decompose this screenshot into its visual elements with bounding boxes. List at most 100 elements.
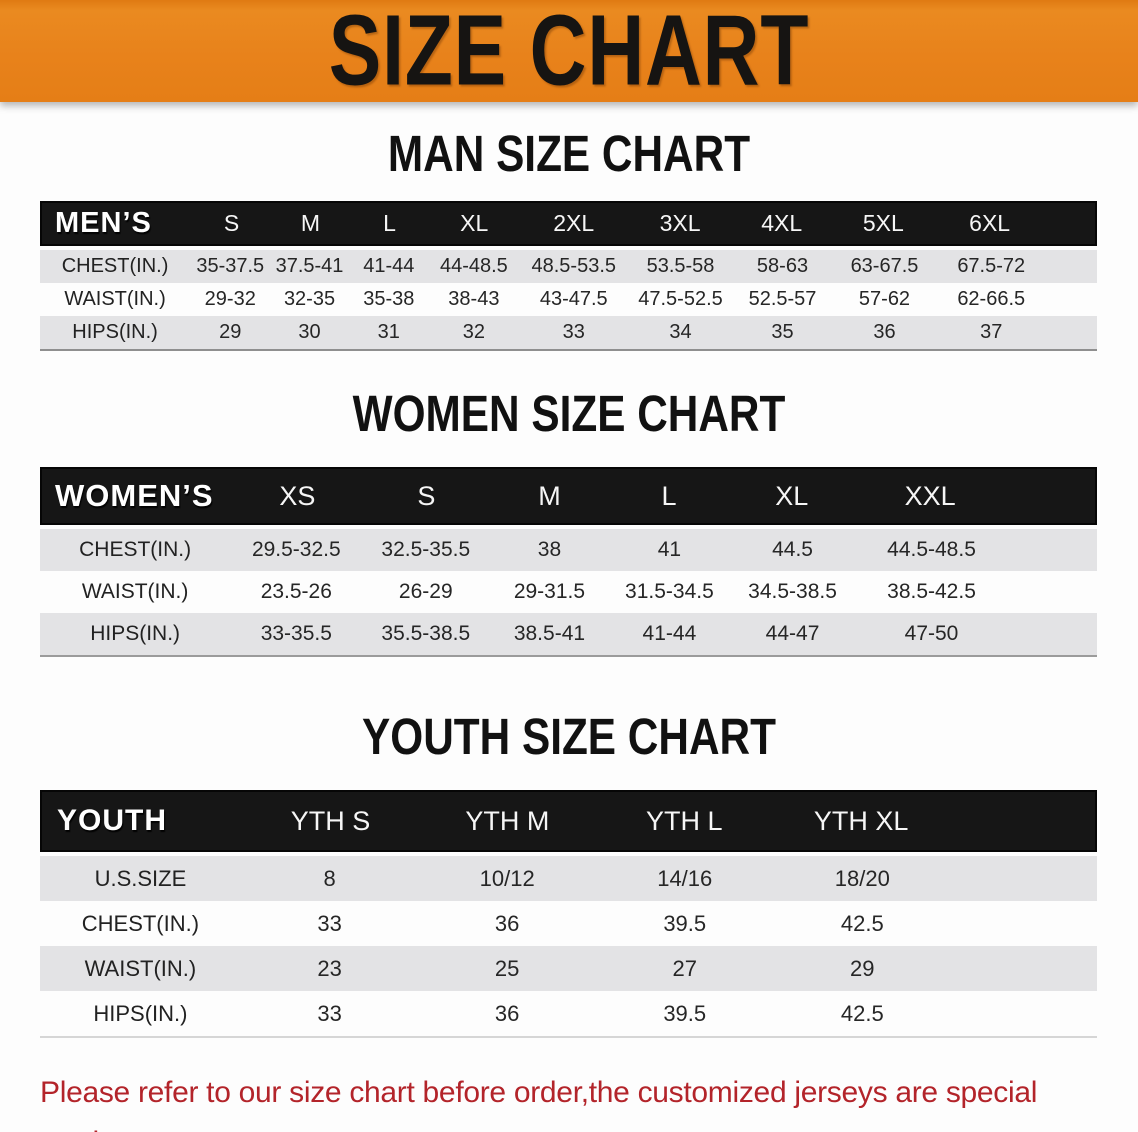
youth-table-row: WAIST(IN.) 23 25 27 29 (40, 946, 1097, 991)
men-row-label: WAIST(IN.) (64, 288, 166, 310)
men-size-table: MEN’S S M L XL 2XL 3XL 4XL 5XL 6XL CHEST(IN.) 35-37… (40, 201, 1097, 351)
youth-table-cell: 25 (494, 955, 520, 981)
youth-row-label: U.S.SIZE (94, 865, 187, 891)
men-table-row: CHEST(IN.) 35-37.5 37.5-41 41-44 44-48.5 48.5… (40, 250, 1097, 283)
youth-table-cell: 18/20 (834, 865, 890, 891)
youth-row-label: CHEST(IN.) (81, 910, 200, 936)
youth-table-cell: 36 (494, 910, 520, 936)
youth-table-cell: 29 (850, 955, 875, 981)
youth-section-title: YOUTH SIZE CHART (362, 708, 776, 765)
banner-title: SIZE CHART (328, 0, 810, 107)
youth-table-cell: 42.5 (840, 910, 884, 936)
men-table-cell: 47.5-52.5 (638, 288, 723, 310)
men-row-label: HIPS(IN.) (72, 321, 158, 343)
men-row-label: CHEST(IN.) (61, 255, 169, 277)
men-table-cell: 44-48.5 (439, 255, 508, 277)
men-table-cell: 34 (669, 321, 692, 343)
men-column-header: L (383, 210, 396, 236)
women-table-cell: 23.5-26 (260, 580, 332, 603)
men-table-cell: 29 (219, 321, 242, 343)
women-table-corner-label: WOMEN’S (55, 478, 214, 513)
youth-table-cell: 33 (317, 910, 342, 936)
men-table-cell: 43-47.5 (539, 288, 608, 310)
youth-table-cell: 33 (317, 1000, 342, 1026)
men-table-cell: 57-62 (858, 288, 911, 310)
youth-table-row: U.S.SIZE 8 10/12 14/16 18/20 (40, 856, 1097, 901)
men-table-cell: 53.5-58 (646, 255, 715, 277)
women-column-header: M (538, 480, 561, 511)
women-table-cell: 29-31.5 (513, 580, 586, 603)
youth-table-cell: 8 (323, 865, 336, 891)
women-table-cell: 33-35.5 (260, 622, 332, 645)
youth-table-header-row: YOUTH YTH S YTH M YTH L YTH XL (40, 790, 1097, 852)
men-column-header: 6XL (969, 210, 1011, 236)
youth-row-label: HIPS(IN.) (93, 1000, 188, 1026)
women-table-cell: 34.5-38.5 (748, 580, 837, 603)
youth-row-label: WAIST(IN.) (84, 955, 197, 981)
youth-table-row: HIPS(IN.) 33 36 39.5 42.5 (40, 991, 1097, 1036)
men-table-cell: 62-66.5 (957, 288, 1026, 310)
youth-table-cell: 39.5 (663, 910, 707, 936)
women-table-cell: 26-29 (398, 580, 453, 603)
men-table-cell: 63-67.5 (850, 255, 919, 277)
women-table-row: WAIST(IN.) 23.5-26 26-29 29-31.5 31.5-34.5 34… (40, 571, 1097, 613)
women-table-cell: 41 (657, 538, 682, 561)
men-column-header: 3XL (659, 210, 701, 236)
men-table-row: WAIST(IN.) 29-32 32-35 35-38 38-43 43-47.5 47.… (40, 283, 1097, 316)
women-table-cell: 31.5-34.5 (625, 580, 714, 603)
youth-column-header: YTH XL (813, 805, 909, 836)
women-size-section: WOMEN SIZE CHART WOMEN’S XS S M L XL XXL CHEST(… (0, 387, 1138, 657)
men-column-header: XL (460, 210, 489, 236)
women-table-cell: 32.5-35.5 (381, 538, 471, 561)
men-table-cell: 32-35 (283, 288, 336, 310)
women-table-cell: 47-50 (904, 622, 959, 645)
men-table-cell: 52.5-57 (748, 288, 817, 310)
men-table-cell: 41-44 (363, 255, 415, 277)
youth-column-header: YTH M (465, 805, 550, 836)
youth-table-corner-label: YOUTH (57, 804, 167, 837)
women-table-cell: 38 (537, 538, 562, 561)
youth-column-header: YTH S (290, 805, 371, 836)
women-table-row: CHEST(IN.) 29.5-32.5 32.5-35.5 38 41 44.5 44.5… (40, 529, 1097, 571)
men-table-cell: 58-63 (756, 255, 809, 277)
men-table-cell: 67.5-72 (957, 255, 1026, 277)
men-table-cell: 35-38 (363, 288, 415, 310)
women-column-header: XL (775, 480, 809, 511)
women-column-header: XS (279, 480, 316, 511)
men-table-cell: 31 (377, 321, 400, 343)
men-size-section: MAN SIZE CHART MEN’S S M L XL 2XL 3XL 4XL 5XL 6XL… (0, 127, 1138, 351)
youth-table-cell: 42.5 (840, 1000, 884, 1026)
men-table-cell: 37.5-41 (275, 255, 344, 277)
women-table-row: HIPS(IN.) 33-35.5 35.5-38.5 38.5-41 41-44 44-… (40, 613, 1097, 655)
men-table-cell: 29-32 (204, 288, 256, 310)
men-table-cell: 32 (462, 321, 485, 343)
women-table-cell: 29.5-32.5 (251, 538, 341, 561)
men-column-header: 5XL (862, 210, 904, 236)
women-column-header: S (417, 480, 436, 511)
disclaimer-line-1: Please refer to our size chart before or… (40, 1076, 1038, 1132)
women-table-cell: 35.5-38.5 (381, 622, 471, 645)
women-row-label: CHEST(IN.) (79, 538, 192, 561)
men-table-cell: 30 (298, 321, 321, 343)
men-table-row: HIPS(IN.) 29 30 31 32 33 34 35 36 37 (40, 316, 1097, 349)
women-row-label: HIPS(IN.) (90, 622, 181, 645)
youth-table-cell: 23 (317, 955, 342, 981)
men-table-cell: 37 (980, 321, 1003, 343)
women-table-cell: 41-44 (642, 622, 697, 645)
women-column-header: L (661, 480, 677, 511)
youth-table-cell: 39.5 (663, 1000, 707, 1026)
youth-size-table: YOUTH YTH S YTH M YTH L YTH XL U.S.SIZE 8 10/12… (40, 790, 1097, 1038)
women-table-cell: 44-47 (765, 622, 820, 645)
women-table-cell: 38.5-41 (513, 622, 586, 645)
youth-table-cell: 36 (494, 1000, 520, 1026)
men-column-header: 2XL (553, 210, 595, 236)
men-table-cell: 35 (771, 321, 794, 343)
men-table-cell: 36 (873, 321, 896, 343)
disclaimer-note: Please refer to our size chart before or… (40, 1068, 1100, 1132)
men-column-header: S (223, 210, 240, 236)
youth-table-cell: 10/12 (479, 865, 535, 891)
women-table-cell: 44.5 (772, 538, 813, 561)
youth-table-cell: 14/16 (657, 865, 713, 891)
men-table-header-row: MEN’S S M L XL 2XL 3XL 4XL 5XL 6XL (40, 201, 1097, 246)
